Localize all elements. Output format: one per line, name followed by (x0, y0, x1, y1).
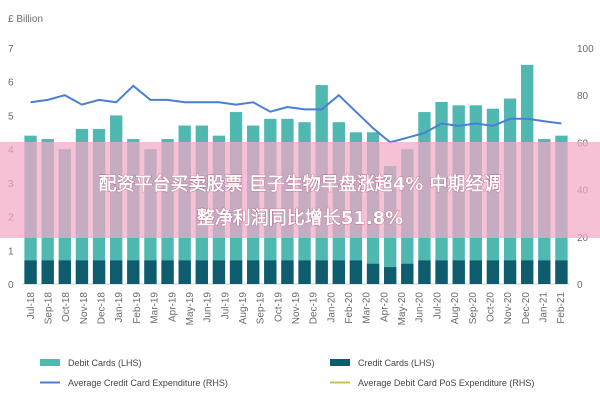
bar-credit-cards (41, 260, 54, 284)
banner-line-1: 配资平台买卖股票 巨子生物早盘涨超4% 中期经调 (98, 173, 501, 195)
y-left-tick: 0 (8, 280, 14, 291)
bar-credit-cards (110, 260, 123, 284)
x-tick-label: Aug-20 (450, 292, 461, 325)
x-tick-label: Nov-20 (503, 292, 514, 325)
bar-credit-cards (24, 260, 37, 284)
promo-banner: 配资平台买卖股票 巨子生物早盘涨超4% 中期经调 整净利润同比增长51.8% (0, 142, 600, 238)
x-tick-label: Oct-19 (273, 292, 284, 322)
bar-credit-cards (75, 260, 89, 284)
svg-text:£ Billion: £ Billion (8, 14, 43, 25)
y-right-tick: 0 (577, 280, 583, 291)
x-tick-label: May-19 (185, 292, 196, 326)
bar-credit-cards (401, 263, 414, 284)
bar-credit-cards (469, 260, 482, 284)
x-tick-label: Feb-19 (132, 292, 143, 324)
bar-credit-cards (503, 260, 517, 284)
y-left-tick: 6 (8, 78, 14, 89)
bar-credit-cards (178, 260, 191, 284)
bar-credit-cards (161, 260, 174, 284)
x-tick-label: Sep-19 (256, 292, 267, 325)
y-left-unit-label: £ Billion (8, 14, 43, 25)
bar-credit-cards (384, 267, 397, 284)
x-tick-label: Dec-19 (309, 292, 320, 325)
bar-credit-cards (366, 263, 380, 284)
bar-credit-cards (281, 260, 294, 284)
legend-label: Credit Cards (LHS) (358, 358, 435, 368)
bar-credit-cards (144, 260, 157, 284)
bar-credit-cards (229, 260, 243, 284)
banner-band (0, 142, 600, 238)
x-tick-label: Jun-19 (203, 292, 214, 323)
x-tick-label: Aug-19 (238, 292, 249, 325)
bar-credit-cards (58, 260, 71, 284)
bar-credit-cards (315, 260, 328, 284)
x-tick-label: Jan-19 (114, 292, 125, 323)
line-average-credit-card-expenditure-rhs (30, 84, 562, 144)
bar-credit-cards (418, 260, 431, 284)
bar-credit-cards (92, 260, 106, 284)
x-tick-label: Nov-18 (79, 292, 90, 325)
bar-credit-cards (264, 260, 277, 284)
line-series (30, 84, 562, 144)
legend-label: Debit Cards (LHS) (68, 358, 142, 368)
x-tick-label: Mar-19 (150, 292, 161, 324)
x-tick-label: Jul-18 (26, 292, 37, 320)
y-right-tick: 80 (577, 91, 589, 102)
x-tick-label: Jul-19 (220, 292, 231, 320)
bar-credit-cards (435, 260, 448, 284)
x-tick-label: Sep-18 (44, 292, 55, 325)
legend-label: Average Debit Card PoS Expenditure (RHS) (358, 378, 534, 388)
bar-credit-cards (486, 260, 500, 284)
bar-credit-cards (452, 260, 465, 284)
y-left-tick: 5 (8, 111, 14, 122)
bar-credit-cards (349, 260, 363, 284)
x-tick-label: Apr-20 (379, 292, 390, 322)
bar-credit-cards (538, 260, 551, 284)
x-tick-label: Mar-20 (362, 292, 373, 324)
x-tick-label: Jun-20 (415, 292, 426, 323)
x-tick-label: Dec-18 (97, 292, 108, 325)
bar-credit-cards (555, 260, 568, 284)
x-tick-label: Dec-20 (521, 292, 532, 325)
legend-swatch (330, 359, 350, 366)
x-tick-label: Jul-20 (432, 292, 443, 320)
x-tick-label: Sep-20 (468, 292, 479, 325)
x-tick-label: Jan-20 (326, 292, 337, 323)
bar-credit-cards (127, 260, 140, 284)
bar-credit-cards (195, 260, 208, 284)
x-tick-label: May-20 (397, 292, 408, 326)
y-left-tick: 1 (8, 246, 14, 257)
legend-label: Average Credit Card Expenditure (RHS) (68, 378, 228, 388)
legend-swatch (40, 359, 60, 366)
bar-credit-cards (247, 260, 260, 284)
bar-credit-cards (332, 260, 345, 284)
x-tick-label: Apr-19 (167, 292, 178, 322)
x-axis-ticks: Jul-18 Sep-18 Oct-18 Nov-18 Dec-18 Jan-19 Feb-… (26, 292, 567, 326)
x-tick-label: Jan-21 (538, 292, 549, 323)
x-tick-label: Oct-18 (61, 292, 72, 322)
x-tick-label: Feb-21 (556, 292, 567, 324)
bar-credit-cards (298, 260, 311, 284)
y-left-tick: 7 (8, 44, 14, 55)
x-tick-label: Oct-20 (485, 292, 496, 322)
x-tick-label: Feb-20 (344, 292, 355, 324)
bar-credit-cards (212, 260, 226, 284)
x-tick-label: Nov-19 (291, 292, 302, 325)
y-right-tick: 20 (577, 233, 589, 244)
y-right-tick: 100 (577, 44, 594, 55)
banner-line-2: 整净利润同比增长51.8% (196, 207, 403, 229)
bar-credit-cards (521, 260, 534, 284)
legend: Debit Cards (LHS) Credit Cards (LHS) Avera… (40, 358, 534, 388)
